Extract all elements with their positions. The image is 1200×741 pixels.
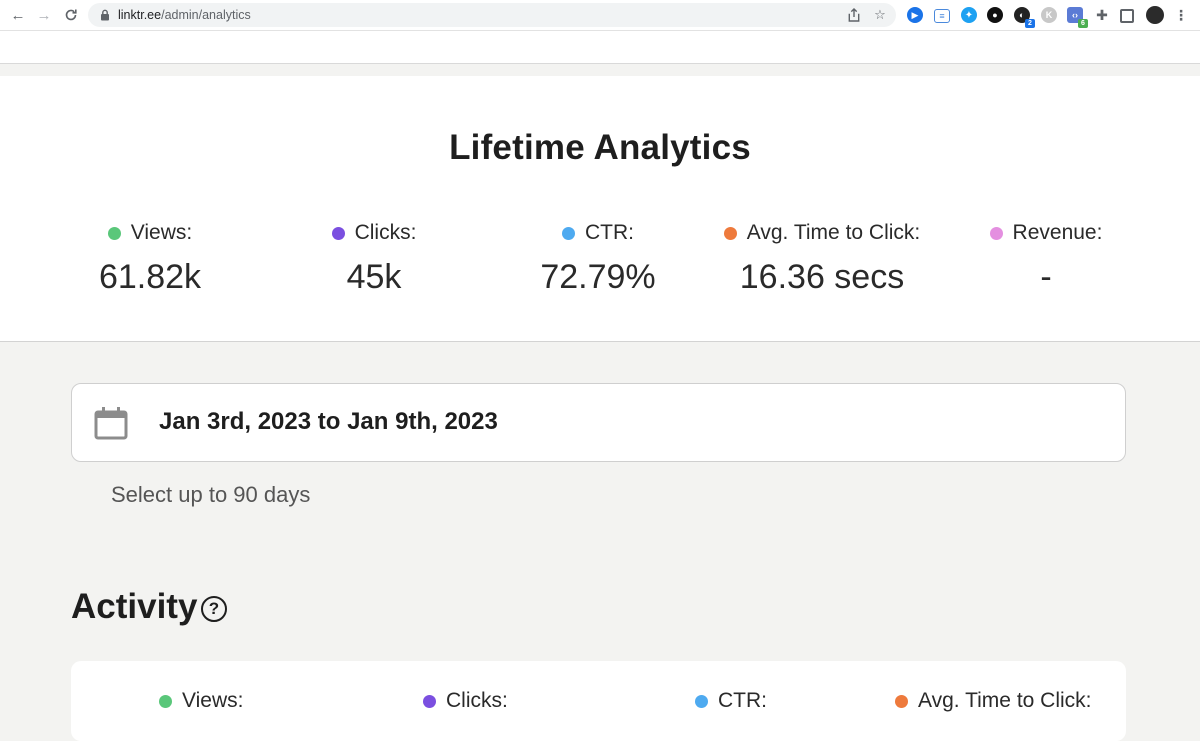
- metric-value: 72.79%: [540, 258, 656, 296]
- ctr-dot-icon: [562, 226, 575, 240]
- date-range-text: Jan 3rd, 2023 to Jan 9th, 2023: [159, 408, 498, 435]
- metric-label: Avg. Time to Click:: [918, 689, 1092, 712]
- lifetime-metric-avg-time: Avg. Time to Click: 16.36 secs: [702, 220, 942, 297]
- activity-heading: Activity: [71, 587, 198, 626]
- activity-card: Views: Clicks: CTR: Avg. Time to Click:: [71, 661, 1126, 741]
- avg-time-dot-icon: [895, 694, 908, 708]
- url-host: linktr.ee: [118, 8, 162, 22]
- url-path: /admin/analytics: [161, 8, 251, 22]
- extension-badge: 6: [1078, 19, 1088, 28]
- browser-menu-icon[interactable]: ⋮: [1174, 6, 1188, 23]
- share-icon[interactable]: [846, 7, 862, 23]
- lifetime-metric-views: Views: 61.82k: [30, 220, 270, 297]
- metric-label: CTR:: [585, 221, 634, 244]
- clicks-dot-icon: [423, 694, 436, 708]
- twitter-icon[interactable]: ✦: [961, 7, 977, 23]
- page-header-strip: [0, 31, 1200, 64]
- extension-person-icon[interactable]: ●: [987, 7, 1003, 23]
- metric-value: 16.36 secs: [739, 258, 905, 296]
- lifetime-metric-revenue: Revenue: -: [926, 220, 1166, 297]
- date-range-picker[interactable]: Jan 3rd, 2023 to Jan 9th, 2023: [71, 383, 1126, 462]
- metric-label: Avg. Time to Click:: [746, 221, 921, 244]
- metric-label: Clicks:: [354, 221, 417, 244]
- clicks-dot-icon: [331, 226, 345, 240]
- revenue-dot-icon: [989, 226, 1003, 240]
- extension-code-icon[interactable]: ‹› 6: [1067, 7, 1088, 28]
- calendar-icon: [94, 407, 128, 440]
- bookmark-star-icon[interactable]: ☆: [874, 7, 886, 22]
- address-bar[interactable]: linktr.ee/admin/analytics ☆: [88, 3, 896, 27]
- lock-icon: [100, 9, 110, 21]
- profile-avatar[interactable]: [1146, 6, 1164, 24]
- help-glyph: ?: [208, 599, 220, 618]
- views-dot-icon: [107, 226, 121, 240]
- extension-badge: 2: [1025, 19, 1035, 28]
- metric-value: 45k: [346, 258, 402, 296]
- help-icon[interactable]: ?: [201, 596, 227, 622]
- reload-icon[interactable]: [61, 5, 81, 25]
- views-dot-icon: [159, 694, 172, 708]
- url-text: linktr.ee/admin/analytics: [118, 8, 251, 22]
- lifetime-metric-ctr: CTR: 72.79%: [478, 220, 718, 297]
- activity-metric-clicks: Clicks:: [423, 689, 508, 713]
- metric-value: -: [1040, 258, 1052, 296]
- lifetime-analytics-panel: Lifetime Analytics Views: 61.82k Clicks:…: [0, 76, 1200, 342]
- metric-label: CTR:: [718, 689, 767, 712]
- metric-label: Views:: [130, 221, 193, 244]
- side-panel-icon[interactable]: [1120, 9, 1134, 23]
- ctr-dot-icon: [695, 694, 708, 708]
- browser-toolbar: ← → linktr.ee/admin/analytics ☆ ▶ ≡ ✦ ● …: [0, 0, 1200, 31]
- extensions-puzzle-icon[interactable]: ✚: [1096, 6, 1108, 23]
- section-gap: [0, 64, 1200, 76]
- metric-label: Views:: [182, 689, 244, 712]
- lifetime-analytics-title: Lifetime Analytics: [449, 128, 751, 167]
- extension-k-icon[interactable]: K: [1041, 7, 1057, 23]
- extension-tracker-icon[interactable]: ◐ 2: [1014, 7, 1035, 28]
- metric-label: Revenue:: [1012, 221, 1103, 244]
- activity-metric-ctr: CTR:: [695, 689, 767, 713]
- metric-value: 61.82k: [98, 258, 202, 296]
- back-icon[interactable]: ←: [10, 6, 26, 24]
- extension-play-icon[interactable]: ▶: [907, 7, 923, 23]
- activity-metric-views: Views:: [159, 689, 243, 713]
- avg-time-dot-icon: [723, 226, 737, 240]
- date-range-hint: Select up to 90 days: [111, 482, 311, 507]
- activity-metric-avg-time: Avg. Time to Click:: [895, 689, 1092, 713]
- forward-icon[interactable]: →: [36, 6, 52, 24]
- extension-reader-icon[interactable]: ≡: [934, 9, 950, 23]
- metric-label: Clicks:: [446, 689, 508, 712]
- lifetime-metric-clicks: Clicks: 45k: [254, 220, 494, 297]
